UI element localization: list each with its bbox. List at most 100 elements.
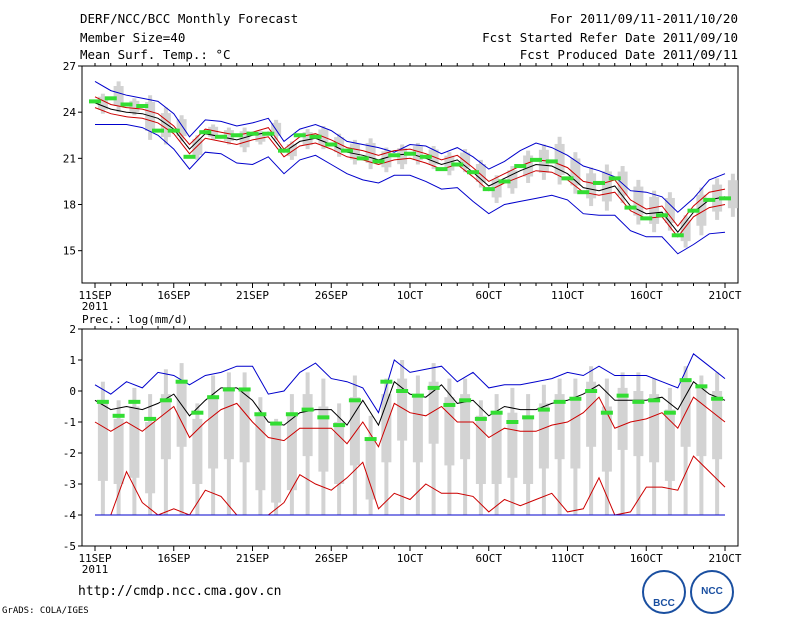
prec-median-mark — [616, 393, 629, 398]
temp-box — [129, 100, 140, 112]
prec-x-tick-label: 21OCT — [708, 552, 741, 565]
prec-x-tick-label: 11SEP — [78, 552, 111, 565]
prec-median-mark — [663, 410, 676, 415]
temp-median-mark — [199, 130, 212, 135]
prec-box — [160, 394, 171, 460]
prec-box — [554, 394, 565, 460]
prec-median-mark — [679, 378, 692, 383]
prec-box — [192, 418, 203, 484]
bcc-logo-text: BCC — [653, 598, 675, 609]
temp-median-mark — [215, 134, 227, 139]
temp-x-tick-label: 26SEP — [315, 289, 348, 302]
temp-median-mark — [530, 157, 542, 162]
bcc-logo: BCC — [642, 570, 686, 614]
temp-median-mark — [404, 151, 416, 156]
forecast-produced-date: Fcst Produced Date 2011/09/11 — [519, 47, 738, 62]
prec-box — [507, 412, 518, 478]
prec-box — [696, 387, 707, 457]
prec-median-mark — [222, 387, 235, 392]
prec-median-mark — [254, 412, 267, 417]
prec-median-mark — [144, 416, 157, 421]
temp-median-mark — [293, 133, 306, 138]
source-url[interactable]: http://cmdp.ncc.cma.gov.cn — [78, 584, 282, 599]
temp-box — [649, 196, 660, 224]
temp-median-mark — [183, 154, 196, 159]
temp-box — [113, 86, 124, 107]
prec-box — [349, 397, 360, 466]
prec-box — [286, 415, 297, 491]
prec-x-tick-label: 16OCT — [630, 552, 663, 565]
temp-median-mark — [561, 176, 574, 181]
temp-box — [255, 132, 266, 142]
temp-box — [523, 155, 534, 177]
prec-median-mark — [632, 399, 645, 404]
temp-plot-frame — [81, 65, 739, 284]
prec-line-mean — [94, 380, 726, 427]
prec-median-mark — [490, 410, 503, 415]
temp-box — [554, 143, 565, 175]
prec-box — [460, 394, 471, 460]
prec-y-tick-label: -2 — [63, 447, 76, 460]
temp-box — [192, 138, 203, 155]
temp-box — [538, 149, 549, 173]
prec-median-mark — [175, 379, 188, 384]
prec-box — [271, 425, 282, 503]
prec-box — [523, 415, 534, 484]
prec-box — [601, 406, 612, 472]
temp-box — [334, 137, 345, 153]
temp-median-mark — [482, 187, 495, 192]
prec-panel-title: Prec.: log(mm/d) — [82, 313, 188, 326]
prec-box — [208, 397, 219, 469]
temp-median-mark — [388, 153, 401, 158]
temperature-panel: 15 18 21 24 27 11SEP 16SEP 21SEP 26SEP 1OCT 6OCT 11… — [63, 60, 742, 313]
temp-box — [160, 113, 171, 138]
temp-median-mark — [341, 148, 353, 153]
prec-x-tick-label: 11OCT — [551, 552, 584, 565]
prec-median-mark — [270, 421, 283, 426]
temp-x-tick-label: 1OCT — [397, 289, 424, 302]
prec-box — [412, 394, 423, 463]
prec-median-mark — [569, 396, 582, 401]
prec-y-tick-label: -3 — [63, 478, 76, 491]
prec-y-tick-label: 2 — [69, 323, 76, 336]
prec-box — [586, 381, 597, 447]
temp-median-mark — [167, 128, 180, 133]
prec-box — [97, 403, 108, 481]
prec-median-mark — [695, 384, 708, 389]
prec-median-mark — [522, 415, 535, 420]
prec-box — [318, 406, 329, 472]
temp-median-mark — [467, 170, 479, 175]
temp-median-mark — [545, 159, 558, 164]
ncc-logo-text: NCC — [701, 586, 723, 597]
temp-box — [239, 131, 250, 148]
precipitation-panel: -5 -4 -3 -2 -1 0 1 2 11SEP 16SEP 21SEP 26SEP 1OCT 6OC… — [63, 313, 742, 576]
temp-median-mark — [104, 96, 117, 101]
prec-box — [617, 387, 628, 450]
prec-box — [664, 409, 675, 481]
temp-median-mark — [120, 102, 133, 107]
prec-line-lower — [95, 455, 726, 516]
prec-median-mark — [474, 416, 487, 421]
prec-median-mark — [317, 415, 330, 420]
prec-median-mark — [459, 398, 472, 403]
temp-median-mark — [593, 180, 605, 185]
prec-median-mark — [711, 396, 724, 401]
prec-box — [680, 381, 691, 447]
prec-box — [302, 394, 313, 457]
prec-median-mark — [159, 398, 172, 403]
prec-median-mark — [285, 412, 298, 417]
temp-median-mark — [719, 196, 731, 201]
prec-median-mark — [301, 407, 314, 412]
temp-x-tick-label: 21SEP — [236, 289, 269, 302]
ncc-logo: NCC — [690, 570, 734, 614]
prec-median-mark — [411, 393, 424, 398]
temp-box — [223, 130, 234, 142]
prec-box — [239, 391, 250, 463]
prec-median-mark — [396, 389, 409, 393]
prec-box — [538, 403, 549, 469]
temp-line-mean — [94, 102, 726, 234]
temp-box — [601, 171, 612, 202]
forecast-start-date: Fcst Started Refer Date 2011/09/10 — [482, 30, 738, 45]
prec-median-mark — [348, 398, 361, 403]
temp-x-tick-label: 11OCT — [551, 289, 584, 302]
